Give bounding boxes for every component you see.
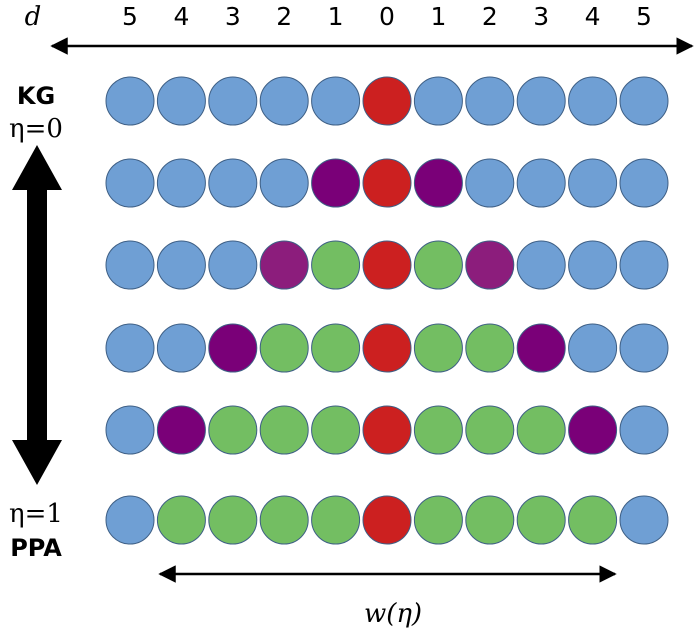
distance-value: 4 bbox=[585, 2, 601, 31]
site-circle bbox=[362, 495, 412, 545]
distance-value: 1 bbox=[328, 2, 344, 31]
site-circle bbox=[208, 158, 258, 208]
site-circle bbox=[105, 76, 155, 126]
site-circle bbox=[105, 495, 155, 545]
site-circle bbox=[156, 158, 206, 208]
distance-value: 0 bbox=[379, 2, 395, 31]
distance-value: 3 bbox=[533, 2, 549, 31]
site-circle bbox=[413, 158, 463, 208]
site-circle bbox=[516, 405, 566, 455]
site-circle bbox=[105, 323, 155, 373]
site-circle bbox=[568, 323, 618, 373]
distance-value: 5 bbox=[636, 2, 652, 31]
site-circle bbox=[311, 405, 361, 455]
site-circle bbox=[619, 158, 669, 208]
site-circle bbox=[362, 405, 412, 455]
site-circle bbox=[259, 158, 309, 208]
site-circle bbox=[311, 76, 361, 126]
site-circle bbox=[568, 405, 618, 455]
distance-value: 4 bbox=[173, 2, 189, 31]
site-circle bbox=[568, 240, 618, 290]
site-circle bbox=[259, 76, 309, 126]
distance-label: d bbox=[25, 2, 42, 32]
site-circle bbox=[311, 323, 361, 373]
site-circle bbox=[465, 240, 515, 290]
site-circle bbox=[259, 323, 309, 373]
site-circle bbox=[465, 495, 515, 545]
site-circle bbox=[619, 405, 669, 455]
site-circle bbox=[413, 495, 463, 545]
site-circle bbox=[516, 323, 566, 373]
site-circle bbox=[413, 323, 463, 373]
site-circle bbox=[208, 240, 258, 290]
site-circle bbox=[465, 158, 515, 208]
site-circle bbox=[516, 240, 566, 290]
site-circle bbox=[208, 76, 258, 126]
site-circle bbox=[619, 323, 669, 373]
site-circle bbox=[619, 240, 669, 290]
site-circle bbox=[311, 240, 361, 290]
eta-zero-label: η=0 bbox=[9, 114, 63, 144]
site-circle bbox=[208, 405, 258, 455]
kg-label: KG bbox=[17, 82, 55, 110]
site-circle bbox=[156, 323, 206, 373]
site-circle bbox=[208, 323, 258, 373]
site-circle bbox=[105, 240, 155, 290]
site-circle bbox=[259, 495, 309, 545]
site-circle bbox=[619, 76, 669, 126]
site-circle bbox=[568, 76, 618, 126]
distance-value: 2 bbox=[276, 2, 292, 31]
ppa-label: PPA bbox=[10, 534, 62, 562]
site-circle bbox=[362, 76, 412, 126]
site-circle bbox=[362, 240, 412, 290]
distance-value: 2 bbox=[482, 2, 498, 31]
site-circle bbox=[568, 158, 618, 208]
site-circle bbox=[516, 158, 566, 208]
site-circle bbox=[619, 495, 669, 545]
site-circle bbox=[413, 405, 463, 455]
site-circle bbox=[568, 495, 618, 545]
site-circle bbox=[311, 158, 361, 208]
site-circle bbox=[259, 240, 309, 290]
site-circle bbox=[465, 323, 515, 373]
site-circle bbox=[208, 495, 258, 545]
site-circle bbox=[311, 495, 361, 545]
site-circle bbox=[156, 76, 206, 126]
site-circle bbox=[259, 405, 309, 455]
site-circle bbox=[156, 495, 206, 545]
site-circle bbox=[413, 240, 463, 290]
site-circle bbox=[465, 405, 515, 455]
site-circle bbox=[105, 158, 155, 208]
width-label: w(η) bbox=[364, 599, 422, 629]
eta-one-label: η=1 bbox=[9, 499, 63, 529]
site-circle bbox=[105, 405, 155, 455]
distance-value: 5 bbox=[122, 2, 138, 31]
site-circle bbox=[362, 158, 412, 208]
site-circle bbox=[362, 323, 412, 373]
site-circle bbox=[156, 240, 206, 290]
distance-value: 3 bbox=[225, 2, 241, 31]
eta-arrow bbox=[12, 145, 62, 485]
site-circle bbox=[156, 405, 206, 455]
site-circle bbox=[413, 76, 463, 126]
distance-value: 1 bbox=[430, 2, 446, 31]
site-circle bbox=[465, 76, 515, 126]
site-circle bbox=[516, 76, 566, 126]
site-circle bbox=[516, 495, 566, 545]
